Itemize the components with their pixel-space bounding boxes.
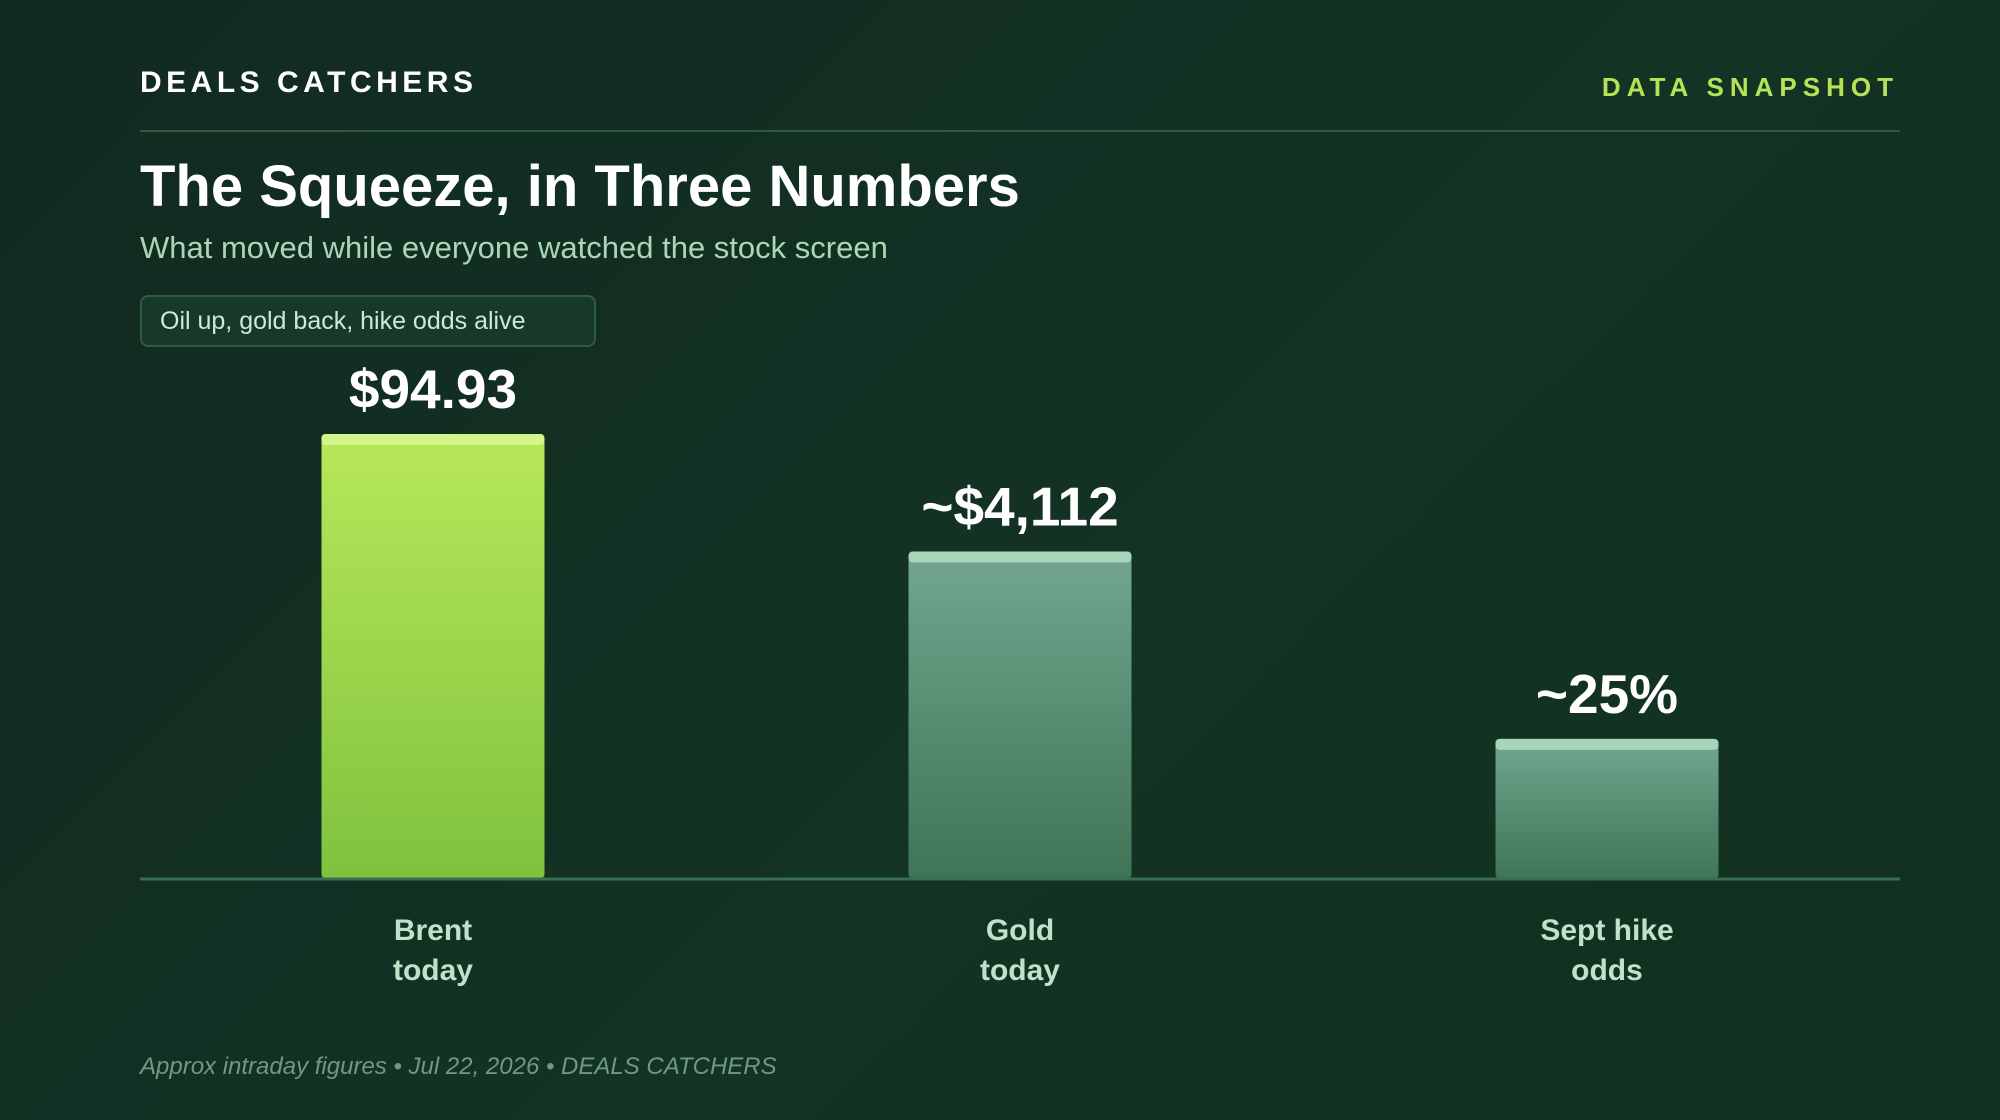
bar-0 — [321, 434, 545, 879]
bar-value-label-1: ~$4,112 — [921, 475, 1118, 537]
bar-value-label-0: $94.93 — [349, 358, 517, 420]
bar-cap-1 — [908, 551, 1132, 563]
summary-pill: Oil up, gold back, hike odds alive — [140, 295, 596, 347]
category-label-2-line-0: Sept hike — [1540, 914, 1673, 947]
bar-value-label-2: ~25% — [1536, 663, 1678, 725]
bar-cap-2 — [1495, 738, 1719, 750]
category-label-0-line-1: today — [393, 954, 473, 987]
snapshot-tag: DATA SNAPSHOT — [1601, 72, 1899, 102]
category-label-1-line-0: Gold — [986, 914, 1054, 947]
page-subtitle: What moved while everyone watched the st… — [140, 230, 888, 265]
category-label-0-line-0: Brent — [394, 914, 472, 947]
bar-2 — [1495, 738, 1719, 879]
category-label-2-line-1: odds — [1571, 954, 1643, 987]
bar-cap-0 — [321, 434, 545, 445]
footnote: Approx intraday figures • Jul 22, 2026 •… — [140, 1053, 777, 1080]
page-title: The Squeeze, in Three Numbers — [140, 154, 1020, 219]
category-label-1-line-1: today — [980, 954, 1060, 987]
brand-logo: DEALS CATCHERS — [140, 66, 478, 99]
bar-1 — [908, 551, 1132, 879]
header-divider — [140, 130, 1900, 132]
